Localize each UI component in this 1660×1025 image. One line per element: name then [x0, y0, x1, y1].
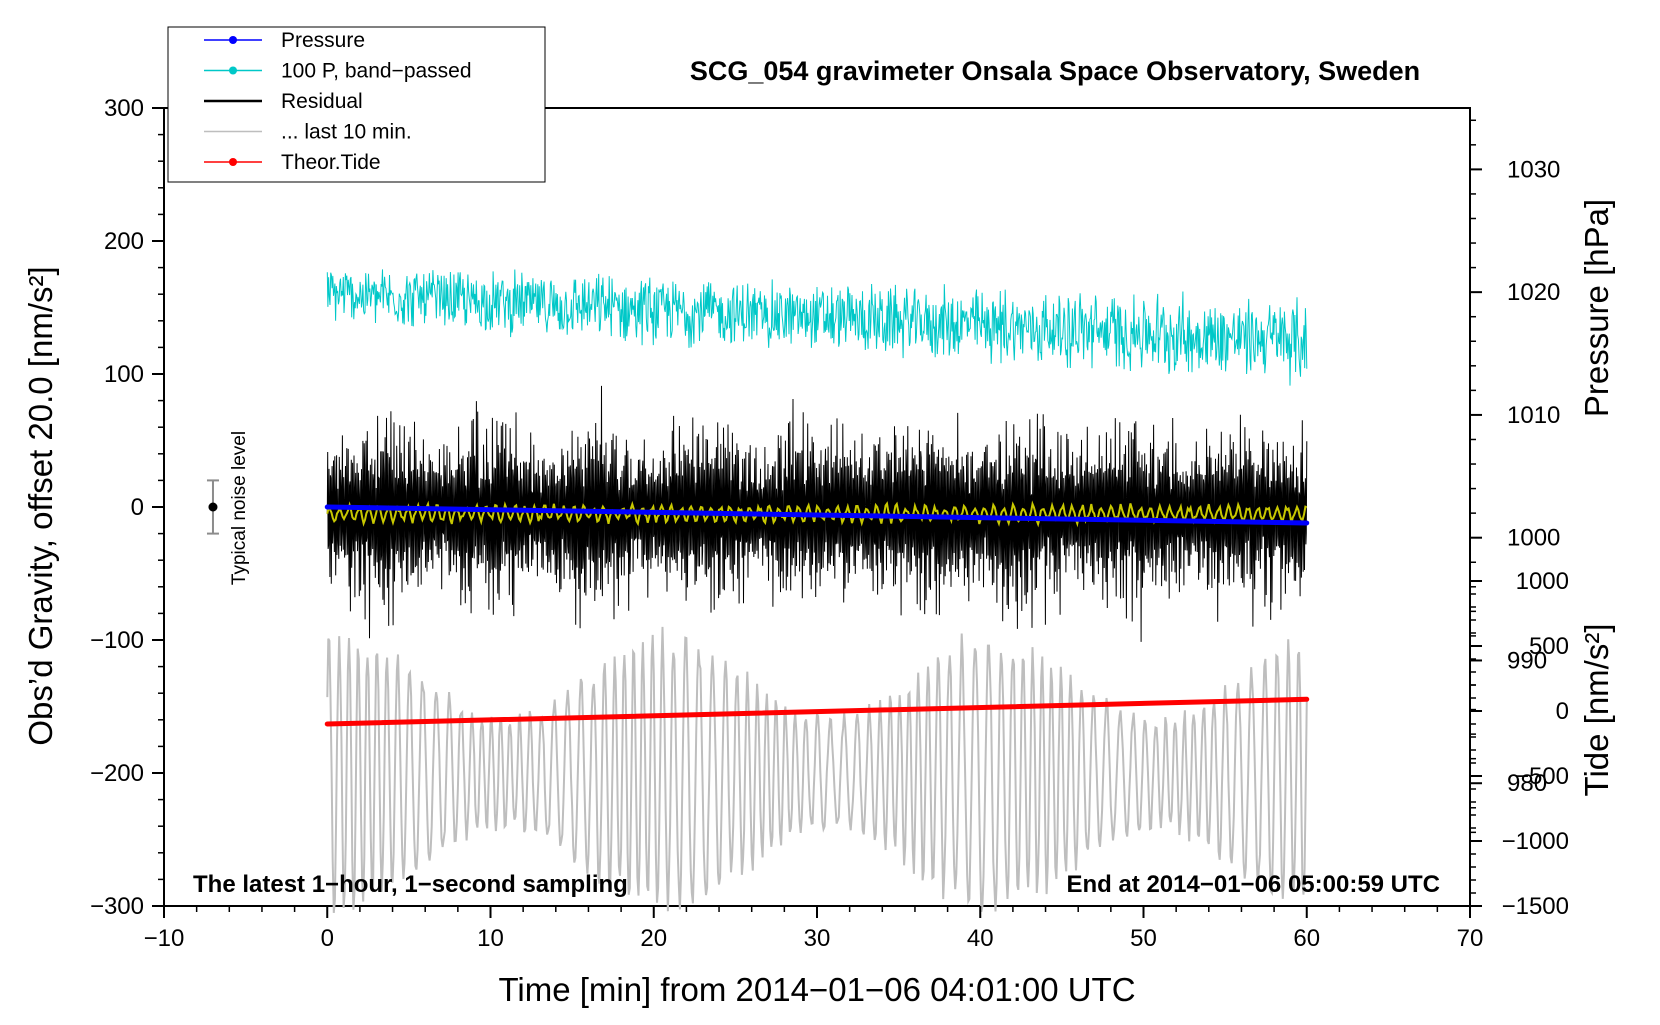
y-tick-label: 100	[104, 361, 144, 388]
plot-area	[163, 107, 1471, 913]
series-band-passed-pressure-line	[326, 269, 1308, 386]
y-axis-left-title: Obs’d Gravity, offset 20.0 [nm/s²]	[22, 266, 59, 745]
x-tick-label: −10	[144, 925, 185, 952]
legend-box	[167, 26, 546, 183]
x-tick-label: 60	[1293, 925, 1320, 952]
series-residual-low-passed-line	[326, 500, 1308, 528]
chart-title: SCG_054 gravimeter Onsala Space Observat…	[690, 56, 1420, 86]
legend-label: Pressure	[281, 29, 365, 52]
pressure-tick-label: 1010	[1507, 402, 1560, 429]
x-axis-title: Time [min] from 2014−01−06 04:01:00 UTC	[498, 971, 1135, 1008]
legend-label: Theor.Tide	[281, 151, 381, 174]
legend-label: Residual	[281, 90, 363, 113]
pressure-tick-label: 1030	[1507, 156, 1560, 183]
footer-end-time-label: End at 2014−01−06 05:00:59 UTC	[1066, 871, 1440, 898]
y-axis-left: 300 200 100 0 −100 −200 −300	[90, 95, 164, 920]
y-axis-tide-title: Tide [nm/s²]	[1578, 624, 1615, 797]
series-last-10-min-line	[326, 626, 1308, 913]
pressure-tick-label: 990	[1507, 647, 1547, 674]
tide-tick-label: −500	[1515, 763, 1569, 790]
pressure-tick-label: 1020	[1507, 279, 1560, 306]
legend-swatch-marker	[229, 158, 237, 166]
legend: Pressure 100 P, band−passed Residual ... la…	[167, 26, 546, 183]
noise-level-indicator: Typical noise level	[206, 431, 250, 585]
x-tick-label: 70	[1457, 925, 1484, 952]
series-layer	[324, 269, 1310, 913]
series-pressure-line	[324, 504, 1310, 526]
series-theoretical-tide-line	[324, 696, 1310, 727]
x-tick-label: 50	[1130, 925, 1157, 952]
series-residual-line	[326, 385, 1308, 642]
y-tick-label: −300	[90, 893, 144, 920]
legend-swatch-marker	[229, 66, 237, 75]
y-tick-label: −200	[90, 760, 144, 787]
x-axis: −10 0 10 20 30 40 50 60 70	[144, 906, 1484, 952]
tide-tick-label: 0	[1556, 698, 1569, 725]
tide-tick-label: 1000	[1516, 568, 1569, 595]
legend-swatch-marker	[229, 36, 237, 44]
x-tick-label: 30	[804, 925, 831, 952]
y-tick-label: 0	[131, 494, 144, 521]
noise-level-dot	[208, 502, 218, 512]
x-tick-label: 10	[477, 925, 504, 952]
x-tick-label: 0	[321, 925, 334, 952]
y-axis-tide: 1000 500 0 −500 −1000 −1500	[1470, 568, 1569, 920]
y-tick-label: −100	[90, 627, 144, 654]
y-tick-label: 300	[104, 95, 144, 122]
tide-tick-label: 500	[1529, 633, 1569, 660]
x-tick-label: 40	[967, 925, 994, 952]
legend-label: 100 P, band−passed	[281, 60, 472, 83]
tide-tick-label: −1500	[1502, 893, 1569, 920]
legend-label: ... last 10 min.	[281, 121, 412, 144]
y-axis-pressure: 1030 1020 1010 1000 990 980	[1470, 119, 1560, 834]
y-tick-label: 200	[104, 228, 144, 255]
y-axis-pressure-title: Pressure [hPa]	[1578, 199, 1615, 417]
x-tick-label: 20	[640, 925, 667, 952]
tide-tick-label: −1000	[1502, 828, 1569, 855]
footer-sampling-label: The latest 1−hour, 1−second sampling	[193, 871, 628, 898]
pressure-tick-label: 1000	[1507, 525, 1560, 552]
noise-level-label: Typical noise level	[229, 431, 250, 585]
pressure-tick-label: 980	[1507, 770, 1547, 797]
